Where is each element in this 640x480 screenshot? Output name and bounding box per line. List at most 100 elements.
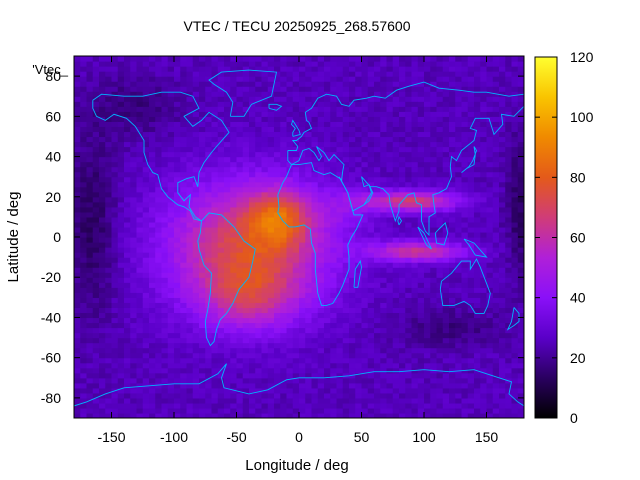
heatmap-cell [105,126,113,133]
heatmap-cell [392,312,400,319]
heatmap-cell [117,357,125,364]
heatmap-cell [405,302,413,308]
heatmap-cell [167,242,175,248]
heatmap-cell [305,176,313,183]
heatmap-cell [430,337,438,344]
heatmap-cell [399,131,406,138]
heatmap-cell [261,237,269,243]
heatmap-cell [361,267,369,273]
heatmap-cell [336,136,344,143]
heatmap-cell [480,332,488,339]
heatmap-cell [280,307,288,314]
heatmap-cell [317,171,325,178]
heatmap-cell [186,387,194,394]
heatmap-cell [305,171,313,178]
heatmap-cell [186,372,194,379]
heatmap-cell [99,412,106,418]
heatmap-cell [105,111,113,117]
heatmap-cell [336,292,344,298]
heatmap-cell [436,252,444,258]
heatmap-cell [199,297,206,303]
heatmap-cell [336,367,344,374]
heatmap-cell [174,81,181,87]
heatmap-cell [461,397,469,404]
heatmap-cell [155,252,163,258]
heatmap-cell [474,327,481,334]
heatmap-cell [224,231,231,238]
heatmap-cell [230,156,238,163]
heatmap-cell [317,277,325,283]
heatmap-cell [267,402,275,409]
heatmap-cell [299,221,306,228]
heatmap-cell [442,362,450,369]
heatmap-cell [386,141,394,148]
heatmap-cell [180,337,188,344]
heatmap-cell [111,211,119,218]
heatmap-cell [211,247,219,253]
heatmap-cell [330,106,338,112]
heatmap-cell [142,161,150,168]
heatmap-cell [330,86,338,92]
heatmap-cell [467,106,475,112]
heatmap-cell [155,277,163,283]
heatmap-cell [361,282,369,288]
heatmap-cell [224,317,231,324]
heatmap-cell [492,141,500,148]
heatmap-cell [105,226,113,233]
heatmap-cell [380,297,388,303]
heatmap-cell [442,307,450,314]
heatmap-cell [292,247,300,253]
heatmap-cell [180,402,188,409]
heatmap-cell [355,86,363,92]
heatmap-cell [92,106,100,112]
heatmap-cell [424,126,431,133]
heatmap-cell [117,81,125,87]
heatmap-cell [92,111,100,117]
heatmap-cell [311,287,319,293]
heatmap-cell [105,76,113,82]
heatmap-cell [149,252,156,258]
heatmap-cell [99,312,106,319]
heatmap-cell [449,146,456,153]
heatmap-cell [261,76,269,82]
heatmap-cell [174,372,181,379]
heatmap-cell [180,317,188,324]
heatmap-cell [267,136,275,143]
heatmap-cell [124,262,131,268]
heatmap-cell [349,126,356,133]
heatmap-cell [124,367,131,374]
heatmap-cell [367,211,375,218]
heatmap-cell [449,111,456,117]
heatmap-cell [399,221,406,228]
heatmap-cell [142,352,150,359]
heatmap-cell [105,136,113,143]
heatmap-cell [99,322,106,329]
heatmap-cell [449,397,456,404]
heatmap-cell [86,342,94,349]
heatmap-cell [486,362,494,369]
heatmap-cell [474,121,481,127]
heatmap-cell [467,96,475,102]
heatmap-cell [149,86,156,92]
heatmap-cell [455,211,463,218]
heatmap-cell [317,76,325,82]
heatmap-cell [274,302,281,308]
heatmap-cell [324,61,331,67]
heatmap-cell [411,171,419,178]
heatmap-cell [324,86,331,92]
heatmap-cell [380,81,388,87]
heatmap-cell [299,96,306,102]
heatmap-cell [474,337,481,344]
heatmap-cell [174,312,181,319]
heatmap-cell [149,201,156,208]
heatmap-cell [255,357,263,364]
heatmap-cell [117,76,125,82]
heatmap-cell [74,211,81,218]
heatmap-cell [92,387,100,394]
heatmap-cell [342,181,350,188]
heatmap-cell [436,347,444,354]
heatmap-cell [230,191,238,198]
heatmap-cell [380,382,388,389]
heatmap-cell [155,267,163,273]
heatmap-cell [74,267,81,273]
